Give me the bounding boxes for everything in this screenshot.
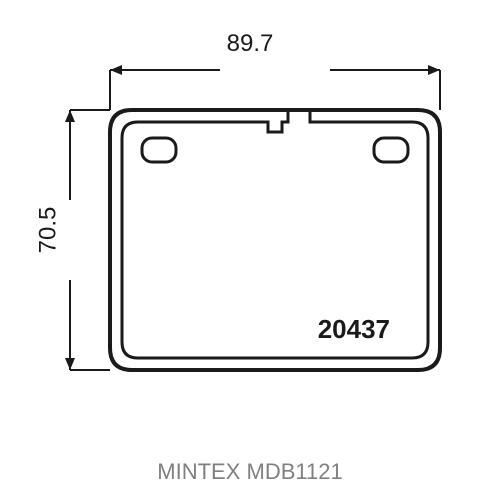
brand-model-label: MINTEX MDB1121: [157, 459, 342, 485]
width-value: 89.7: [227, 30, 274, 58]
diagram-svg: [20, 20, 480, 440]
brake-pad-diagram: 89.7 70.5 20437: [20, 20, 480, 440]
height-value: 70.5: [34, 207, 62, 254]
left-mounting-hole: [142, 138, 176, 162]
right-mounting-hole: [374, 138, 408, 162]
height-dimension: [65, 110, 110, 370]
pad-outer-outline: [110, 110, 440, 370]
width-dimension: [110, 65, 440, 110]
part-number: 20437: [318, 314, 390, 345]
